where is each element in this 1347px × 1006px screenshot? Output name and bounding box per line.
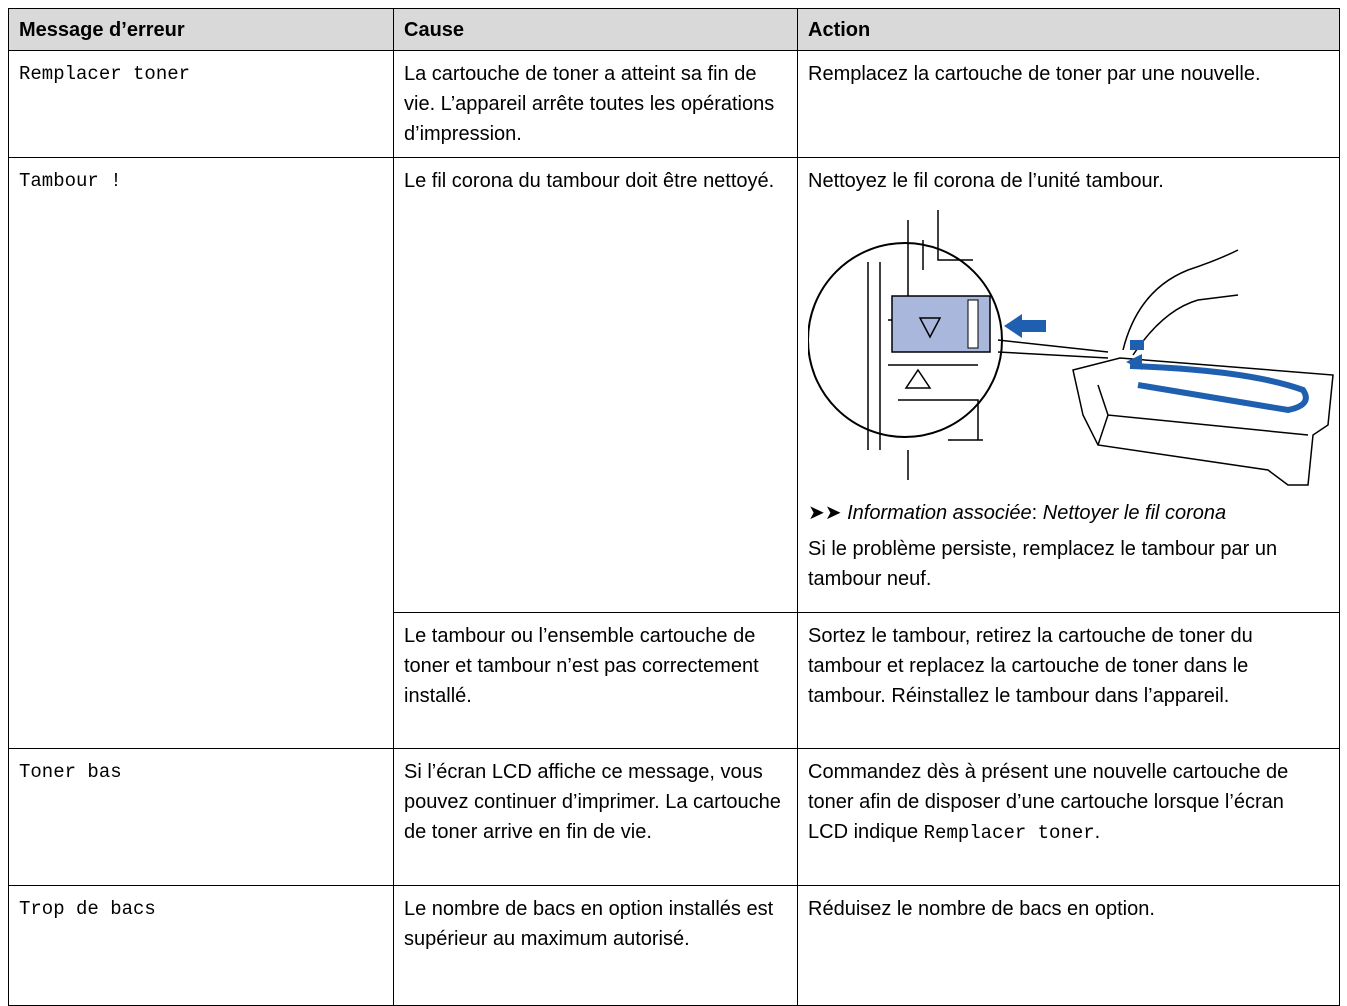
- related-info: ➤➤ Information associée: Nettoyer le fil…: [808, 498, 1329, 528]
- action: Commandez dès à présent une nouvelle car…: [797, 748, 1340, 886]
- action-text: Nettoyez le fil corona de l’unité tambou…: [808, 170, 1164, 192]
- message: Trop de bacs: [8, 885, 394, 1006]
- row: Trop de bacs Le nombre de bacs en option…: [8, 885, 1340, 1006]
- cause: Le fil corona du tambour doit être netto…: [393, 157, 798, 613]
- action-text: Commandez dès à présent une nouvelle car…: [808, 761, 1289, 843]
- row: Remplacer toner La cartouche de toner a …: [8, 50, 1340, 158]
- cause: La cartouche de toner a atteint sa fin d…: [393, 50, 798, 158]
- header-cell: Cause: [393, 8, 798, 51]
- action: Réduisez le nombre de bacs en option.: [797, 885, 1340, 1006]
- action-end: .: [1094, 821, 1101, 843]
- code: Remplacer toner: [923, 822, 1095, 844]
- cause: Le tambour ou l’ensemble cartouche de to…: [393, 612, 798, 749]
- row: Le tambour ou l’ensemble cartouche de to…: [9, 612, 1340, 749]
- message: Tambour !: [8, 157, 394, 749]
- related-link[interactable]: Nettoyer le fil corona: [1042, 502, 1227, 524]
- error-table: Message d’erreur Cause Action Remplacer …: [8, 8, 1340, 1006]
- separator: :: [1031, 502, 1038, 524]
- header-row: Message d’erreur Cause Action: [8, 8, 1340, 51]
- message: Toner bas: [8, 748, 394, 886]
- illustration: [808, 210, 1334, 486]
- arrow-icon: ➤➤: [808, 502, 842, 524]
- message: Remplacer toner: [8, 50, 394, 158]
- related-label: Information associée: [847, 502, 1032, 524]
- row: Tambour ! Le fil corona du tambour doit …: [8, 157, 1340, 749]
- action: Nettoyez le fil corona de l’unité tambou…: [797, 157, 1340, 613]
- header-cell: Message d’erreur: [8, 8, 394, 51]
- action-text: Si le problème persiste, remplacez le ta…: [808, 538, 1278, 590]
- header-cell: Action: [797, 8, 1340, 51]
- cause: Le nombre de bacs en option installés es…: [393, 885, 798, 1006]
- action: Remplacez la cartouche de toner par une …: [797, 50, 1340, 158]
- cause: Si l’écran LCD affiche ce message, vous …: [393, 748, 798, 886]
- action: Sortez le tambour, retirez la cartouche …: [797, 612, 1340, 749]
- row: Toner bas Si l’écran LCD affiche ce mess…: [8, 748, 1340, 886]
